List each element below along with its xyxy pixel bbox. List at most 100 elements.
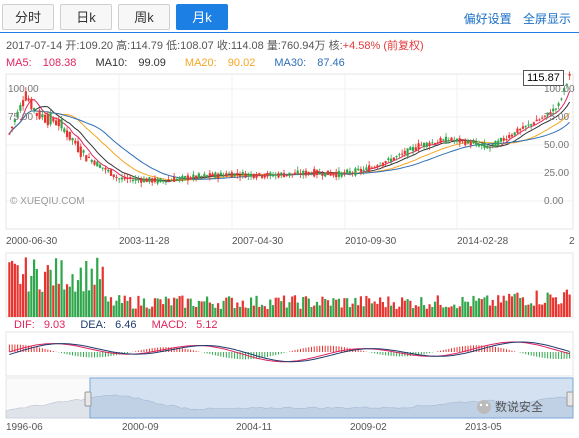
- candle-body: [524, 125, 527, 128]
- volume-bar: [373, 301, 376, 317]
- candle-body: [310, 173, 313, 175]
- candle-body: [236, 173, 239, 175]
- volume-bar: [222, 300, 225, 317]
- volume-bar: [137, 295, 140, 317]
- candle-body: [227, 173, 231, 175]
- overview-selection[interactable]: [89, 377, 574, 419]
- volume-bar: [381, 301, 384, 317]
- candle-body: [453, 140, 456, 142]
- candle-body: [392, 157, 395, 161]
- candle-body: [359, 168, 363, 172]
- volume-bar: [249, 297, 253, 317]
- volume-bar: [321, 296, 324, 317]
- info-high-label: 高:: [116, 40, 131, 52]
- candle-body: [332, 173, 335, 176]
- candle-body: [346, 169, 349, 173]
- fullscreen-link[interactable]: 全屏显示: [522, 12, 571, 26]
- candle-body: [87, 156, 91, 158]
- candle-body: [530, 124, 533, 126]
- volume-bar: [227, 296, 231, 317]
- volume-bar: [362, 306, 365, 317]
- candle-body: [109, 169, 113, 176]
- volume-bar: [390, 305, 393, 317]
- volume-bar: [552, 297, 555, 317]
- volume-bar: [475, 300, 478, 317]
- y-right-tick-25: 25.00: [544, 168, 569, 179]
- tab-divider: [0, 32, 579, 33]
- candle-body: [414, 147, 417, 151]
- volume-bar: [27, 291, 30, 317]
- x-tick-2007: 2007-04-30: [232, 236, 284, 247]
- candle-body: [368, 165, 371, 172]
- candle-body: [491, 144, 494, 146]
- volume-bar: [291, 296, 294, 317]
- volume-bar: [425, 308, 428, 317]
- volume-bar: [134, 308, 137, 317]
- preferences-link[interactable]: 偏好设置: [463, 12, 512, 26]
- info-volume: 760.94万: [280, 40, 326, 52]
- candle-body: [403, 150, 406, 154]
- candle-body: [52, 118, 55, 122]
- tab-intraday[interactable]: 分时: [2, 4, 54, 30]
- volume-bar: [337, 298, 341, 317]
- info-change-label: 核:: [328, 40, 343, 52]
- candle-body: [120, 177, 124, 180]
- candle-body: [497, 140, 500, 146]
- volume-bar: [565, 289, 568, 317]
- candle-body: [568, 74, 571, 76]
- volume-bar: [71, 274, 74, 317]
- overview-tick-2000: 2000-09: [122, 422, 159, 433]
- volume-bar: [30, 275, 33, 317]
- overview-tick-2013: 2013-05: [465, 422, 502, 433]
- volume-bar: [346, 298, 349, 317]
- volume-bar: [491, 299, 494, 317]
- candle-body: [129, 177, 132, 179]
- x-tick-2000: 2000-06-30: [6, 236, 58, 247]
- tab-monthly[interactable]: 月k: [176, 4, 228, 30]
- volume-bar: [442, 307, 445, 317]
- volume-bar: [343, 298, 346, 317]
- candle-body: [263, 174, 266, 178]
- candle-body: [431, 142, 434, 144]
- overview-left-handle[interactable]: [84, 391, 92, 407]
- ohlc-info-bar: 2017-07-14 开:109.20 高:114.79 低:108.07 收:…: [6, 37, 424, 53]
- candle-body: [420, 144, 423, 146]
- candle-body: [554, 108, 557, 110]
- volume-bar: [541, 304, 544, 317]
- info-low: 108.07: [180, 40, 214, 52]
- info-adjust: (前复权): [383, 40, 424, 52]
- tab-daily[interactable]: 日k: [60, 4, 112, 30]
- candle-body: [43, 114, 47, 123]
- volume-bar: [162, 304, 165, 317]
- candle-body: [153, 177, 157, 182]
- candle-body: [76, 141, 80, 152]
- candle-body: [557, 103, 560, 106]
- volume-bar: [60, 260, 63, 317]
- volume-bar: [118, 295, 121, 317]
- volume-bar: [324, 299, 327, 317]
- volume-bar: [376, 303, 379, 317]
- info-close-label: 收:: [216, 40, 231, 52]
- volume-bar: [524, 305, 527, 317]
- candle-body: [464, 140, 467, 146]
- tab-weekly[interactable]: 周k: [118, 4, 170, 30]
- candle-body: [318, 172, 321, 175]
- volume-bar: [11, 260, 14, 317]
- volume-bar: [379, 297, 382, 317]
- candle-body: [502, 138, 505, 141]
- candle-body: [535, 119, 538, 122]
- volume-bar: [244, 307, 247, 317]
- info-volume-label: 量:: [266, 40, 281, 52]
- candle-body: [35, 112, 38, 116]
- candle-body: [178, 177, 181, 180]
- volume-bar: [140, 305, 143, 317]
- volume-bar: [409, 300, 412, 317]
- candle-body: [307, 171, 310, 175]
- info-date: 2017-07-14: [6, 40, 63, 52]
- overview-right-handle[interactable]: [566, 391, 574, 407]
- volume-bar: [22, 274, 25, 317]
- volume-bar: [532, 305, 536, 317]
- candle-body: [104, 168, 107, 170]
- ma-legend: MA5: 108.38 MA10: 99.09 MA20: 90.02 MA30…: [6, 57, 361, 69]
